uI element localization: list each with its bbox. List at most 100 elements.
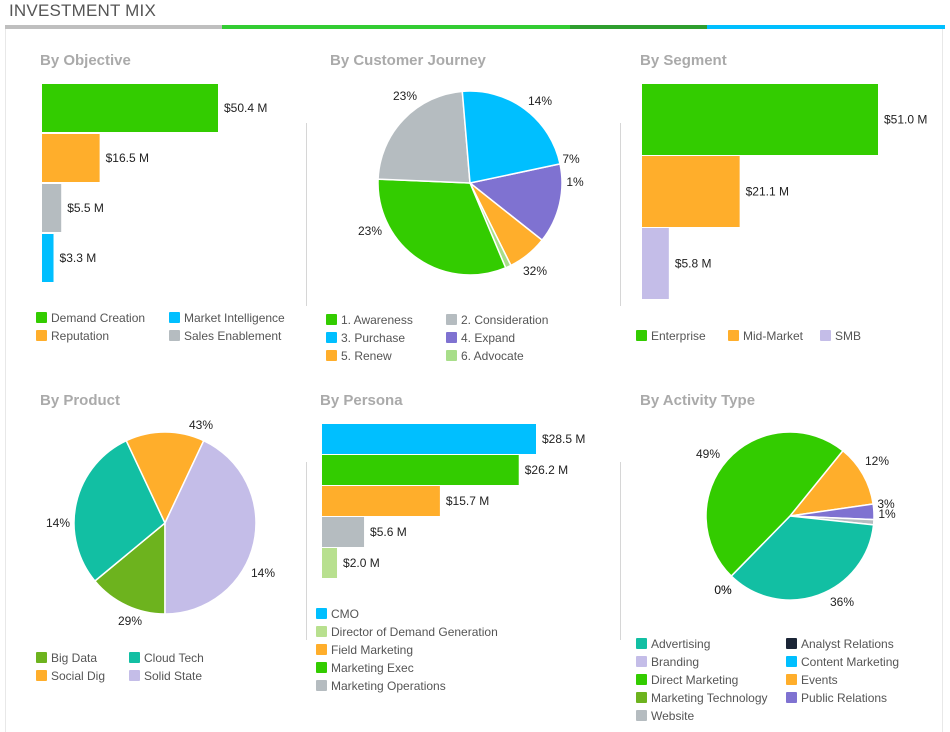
- title-bar-segment: [5, 25, 222, 29]
- legend-swatch: [316, 662, 327, 673]
- legend-swatch: [786, 674, 797, 685]
- legend-label: CMO: [331, 607, 359, 621]
- slice-percent-label: 36%: [830, 595, 854, 609]
- slice-percent-label: 23%: [393, 89, 417, 103]
- legend-label: 1. Awareness: [341, 313, 413, 327]
- legend-label: SMB: [835, 329, 861, 343]
- legend-label: Demand Creation: [51, 311, 145, 325]
- page-title: INVESTMENT MIX: [9, 1, 157, 20]
- bar: [42, 134, 100, 182]
- pie-slice: [93, 521, 166, 615]
- bar-value-label: $51.0 M: [884, 113, 927, 127]
- legend-swatch: [636, 330, 647, 341]
- legend-label: Enterprise: [651, 329, 706, 343]
- bar-value-label: $50.4 M: [224, 101, 267, 115]
- slice-percent-label: 14%: [528, 94, 552, 108]
- slice-percent-label: 0%: [714, 583, 732, 597]
- panel-divider: [620, 123, 621, 306]
- slice-percent-label: 23%: [358, 224, 382, 238]
- legend-label: Market Intelligence: [184, 311, 285, 325]
- chart-title: By Segment: [640, 52, 727, 69]
- bar-value-label: $28.5 M: [542, 432, 585, 446]
- legend-swatch: [636, 674, 647, 685]
- legend-swatch: [636, 710, 647, 721]
- panel-divider: [306, 123, 307, 306]
- legend-label: Big Data: [51, 651, 97, 665]
- legend-swatch: [326, 314, 337, 325]
- bar-value-label: $5.8 M: [675, 257, 712, 271]
- bar: [322, 517, 365, 547]
- legend-label: Website: [651, 709, 694, 723]
- legend-swatch: [316, 680, 327, 691]
- legend-label: Director of Demand Generation: [331, 625, 498, 639]
- title-bar-segment: [570, 25, 707, 29]
- pie-slice: [705, 431, 844, 578]
- legend-swatch: [446, 350, 457, 361]
- pie-slice: [468, 162, 563, 242]
- legend-swatch: [446, 314, 457, 325]
- title-bar-segment: [222, 25, 570, 29]
- slice-percent-label: 1%: [878, 507, 896, 521]
- bar: [642, 84, 878, 155]
- legend-swatch: [636, 638, 647, 649]
- panel-divider: [306, 462, 307, 640]
- legend-swatch: [36, 330, 47, 341]
- bar: [42, 84, 218, 132]
- chart-title: By Persona: [320, 392, 403, 409]
- bar: [642, 156, 740, 227]
- legend-swatch: [316, 626, 327, 637]
- slice-percent-label: 43%: [189, 418, 213, 432]
- legend-swatch: [36, 670, 47, 681]
- legend-swatch: [786, 656, 797, 667]
- legend-swatch: [326, 332, 337, 343]
- panel-divider: [620, 462, 621, 640]
- legend-swatch: [316, 644, 327, 655]
- legend-swatch: [326, 350, 337, 361]
- legend-label: Analyst Relations: [801, 637, 894, 651]
- slice-percent-label: 1%: [566, 175, 584, 189]
- slice-percent-label: 49%: [696, 447, 720, 461]
- title-accent-bar: [5, 25, 945, 29]
- legend-swatch: [820, 330, 831, 341]
- pie-slice: [377, 178, 507, 276]
- bar-value-label: $26.2 M: [525, 463, 568, 477]
- slice-percent-label: 29%: [118, 614, 142, 628]
- slice-percent-label: 3%: [877, 497, 895, 511]
- bar: [322, 486, 440, 516]
- chart-title: By Customer Journey: [330, 52, 487, 69]
- legend-label: Branding: [651, 655, 699, 669]
- legend-label: Field Marketing: [331, 643, 413, 657]
- legend-swatch: [786, 692, 797, 703]
- pie-slice: [125, 431, 205, 525]
- pie-slice: [377, 90, 471, 184]
- legend-label: Marketing Technology: [651, 691, 768, 705]
- bar-value-label: $3.3 M: [60, 251, 97, 265]
- legend-swatch: [129, 652, 140, 663]
- legend-swatch: [169, 330, 180, 341]
- bar-value-label: $2.0 M: [343, 556, 380, 570]
- slice-percent-label: 0%: [714, 583, 732, 597]
- pie-slice: [164, 439, 257, 615]
- slice-percent-label: 14%: [46, 516, 70, 530]
- chart-title: By Activity Type: [640, 392, 755, 409]
- bar-value-label: $21.1 M: [746, 185, 789, 199]
- legend-label: 4. Expand: [461, 331, 515, 345]
- legend-swatch: [169, 312, 180, 323]
- bar: [322, 455, 519, 485]
- legend-swatch: [636, 656, 647, 667]
- legend-label: 3. Purchase: [341, 331, 405, 345]
- pie-slice: [461, 90, 561, 184]
- pie-slice: [730, 515, 875, 601]
- bar: [42, 184, 62, 232]
- bar-value-label: $5.6 M: [370, 525, 407, 539]
- legend-label: Cloud Tech: [144, 651, 204, 665]
- legend-label: Reputation: [51, 329, 109, 343]
- legend-swatch: [36, 652, 47, 663]
- legend-swatch: [129, 670, 140, 681]
- legend-swatch: [786, 638, 797, 649]
- chart-title: By Objective: [40, 52, 131, 69]
- legend-label: Sales Enablement: [184, 329, 282, 343]
- legend-swatch: [316, 608, 327, 619]
- title-bar-segment: [707, 25, 945, 29]
